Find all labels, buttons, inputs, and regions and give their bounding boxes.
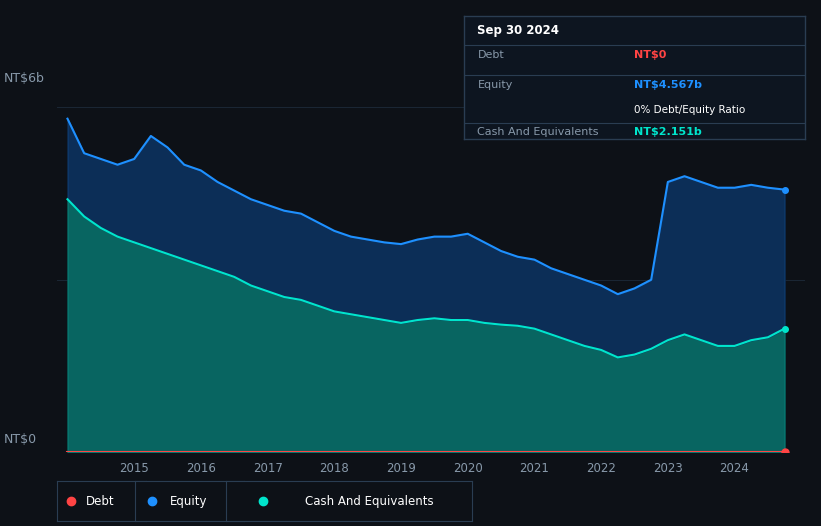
Text: Cash And Equivalents: Cash And Equivalents <box>305 494 433 508</box>
Text: Sep 30 2024: Sep 30 2024 <box>478 24 559 37</box>
Text: NT$0: NT$0 <box>4 433 37 446</box>
Text: Equity: Equity <box>478 80 513 90</box>
Text: Cash And Equivalents: Cash And Equivalents <box>478 127 599 137</box>
Text: Debt: Debt <box>86 494 114 508</box>
Text: NT$2.151b: NT$2.151b <box>635 127 702 137</box>
Text: NT$6b: NT$6b <box>4 73 45 85</box>
Text: NT$0: NT$0 <box>635 50 667 60</box>
Text: Debt: Debt <box>478 50 504 60</box>
Text: 0% Debt/Equity Ratio: 0% Debt/Equity Ratio <box>635 105 745 115</box>
Text: Equity: Equity <box>170 494 208 508</box>
Text: NT$4.567b: NT$4.567b <box>635 80 702 90</box>
